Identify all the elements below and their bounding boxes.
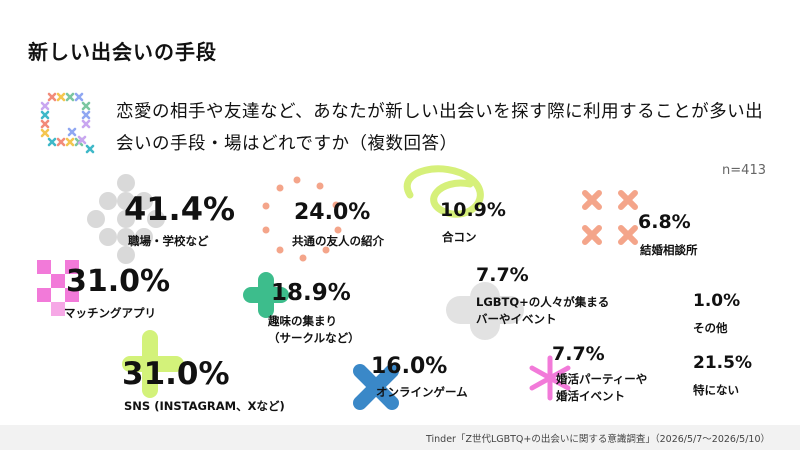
label-friends: 共通の友人の紹介 [292, 234, 384, 248]
q-icon-cross [85, 144, 95, 154]
pct-workplace: 41.4% [124, 190, 236, 228]
online-game-shape [353, 364, 399, 410]
q-icon-cross [67, 127, 77, 137]
q-icon-cross [40, 128, 50, 138]
label-workplace: 職場・学校など [128, 234, 209, 248]
label-none: 特にない [693, 383, 739, 397]
pct-none: 21.5% [693, 353, 752, 373]
goukon-shape [403, 165, 484, 218]
label-party: 婚活パーティーや 婚活イベント [556, 372, 648, 403]
source-note: Tinder「Z世代LGBTQ+の出会いに関する意識調査」（2026/5/7〜2… [426, 434, 770, 445]
label-other: その他 [693, 321, 728, 335]
label-sns: SNS (INSTAGRAM、Xなど) [124, 399, 285, 413]
friends-shape [262, 176, 342, 262]
pct-online-game: 16.0% [371, 354, 448, 379]
pct-goukon: 10.9% [440, 199, 506, 221]
pct-sns: 31.0% [122, 356, 230, 392]
label-goukon: 合コン [442, 230, 477, 244]
q-icon-cross [40, 119, 50, 129]
q-icon-cross [40, 101, 50, 111]
label-agency: 結婚相談所 [640, 243, 698, 257]
q-icon-cross [40, 110, 50, 120]
pct-party: 7.7% [552, 343, 605, 365]
pct-other: 1.0% [693, 291, 741, 311]
q-icon-cross [74, 92, 84, 102]
question-text: 恋愛の相手や友達など、あなたが新しい出会いを探す際に利用することが多い出会いの手… [116, 102, 764, 154]
q-icon-cross [81, 101, 91, 111]
pct-agency: 6.8% [638, 211, 691, 233]
label-apps: マッチングアプリ [64, 306, 156, 320]
sample-size: n=413 [722, 163, 766, 178]
page-title: 新しい出会いの手段 [28, 40, 217, 64]
pct-apps: 31.0% [66, 264, 171, 299]
q-icon-cross [77, 135, 87, 145]
q-icon-cross [47, 137, 57, 147]
pct-hobby: 18.9% [271, 280, 351, 306]
pct-lgbtq: 7.7% [476, 264, 529, 286]
label-hobby: 趣味の集まり （サークルなど） [268, 314, 360, 345]
q-icon-cross [81, 119, 91, 129]
q-icon [40, 92, 95, 154]
agency-shape [582, 190, 638, 245]
party-shape [529, 355, 571, 401]
apps-shape [37, 260, 79, 316]
sns-shape [122, 330, 184, 398]
workplace-shape [87, 174, 165, 264]
footer-bar [0, 425, 800, 450]
hobby-shape [243, 272, 289, 318]
label-online-game: オンラインゲーム [376, 385, 468, 399]
lgbtq-shape [446, 282, 524, 340]
q-icon-cross [56, 137, 66, 147]
q-icon-cross [47, 92, 57, 102]
q-icon-cross [56, 92, 66, 102]
pct-friends: 24.0% [294, 200, 371, 225]
q-icon-cross [81, 110, 91, 120]
label-lgbtq: LGBTQ+の人々が集まる バーやイベント [476, 295, 610, 326]
q-icon-cross [65, 92, 75, 102]
q-icon-cross [65, 137, 75, 147]
